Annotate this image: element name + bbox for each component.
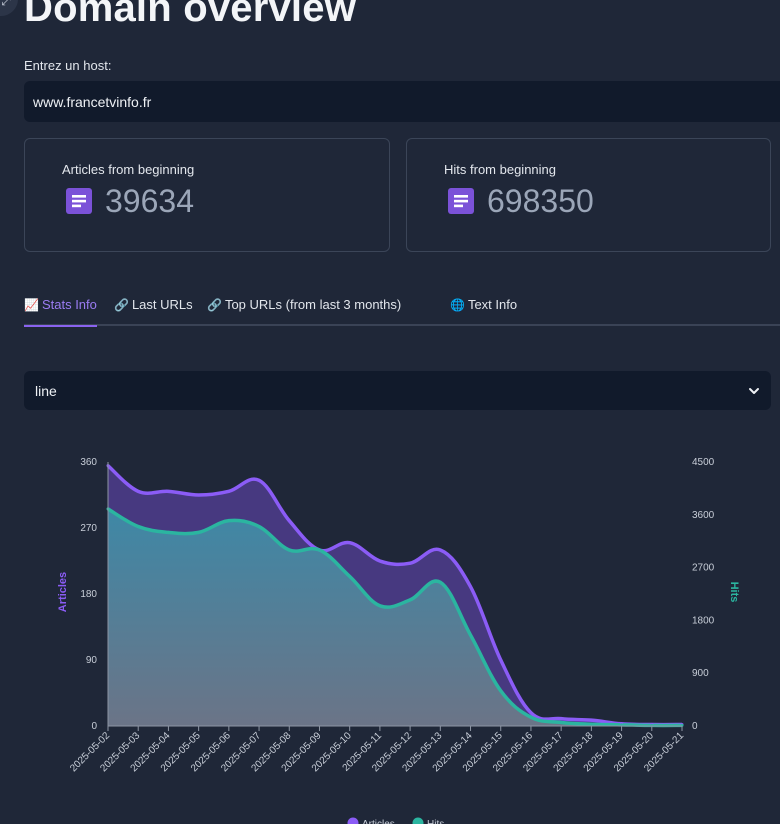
hits-point-2025-05-07 xyxy=(257,525,261,529)
legend-articles-label: Articles xyxy=(362,819,395,824)
right-tick-label: 1800 xyxy=(692,615,715,626)
right-tick-label: 2700 xyxy=(692,563,715,574)
articles-point-2025-05-12 xyxy=(408,561,412,565)
articles-point-2025-05-04 xyxy=(166,489,170,493)
hits-point-2025-05-06 xyxy=(227,519,231,523)
right-tick-label: 4500 xyxy=(692,457,715,468)
articles-point-2025-05-07 xyxy=(257,478,261,482)
hits-point-2025-05-18 xyxy=(589,722,593,726)
legend-hits-marker xyxy=(412,817,424,824)
chart-icon: 📈 xyxy=(24,298,39,312)
articles-point-2025-05-10 xyxy=(348,541,352,545)
tab-text-info[interactable]: 🌐 Text Info xyxy=(450,297,518,312)
articles-point-2025-05-15 xyxy=(499,658,503,662)
legend-hits-label: Hits xyxy=(427,819,444,824)
hits-point-2025-05-11 xyxy=(378,604,382,608)
articles-point-2025-05-13 xyxy=(438,548,442,552)
hits-point-2025-05-10 xyxy=(348,574,352,578)
tab-stats-info[interactable]: 📈 Stats Info xyxy=(24,297,97,327)
globe-icon: 🌐 xyxy=(450,298,465,312)
articles-point-2025-05-14 xyxy=(469,585,473,589)
right-tick-label: 3600 xyxy=(692,510,715,521)
hits-point-2025-05-04 xyxy=(166,530,170,534)
link-icon: 🔗 xyxy=(114,298,129,312)
hits-point-2025-05-15 xyxy=(499,689,503,693)
articles-point-2025-05-08 xyxy=(287,519,291,523)
host-input[interactable] xyxy=(24,81,780,122)
hits-point-2025-05-13 xyxy=(438,580,442,584)
document-icon xyxy=(66,188,92,214)
metric-value-articles: 39634 xyxy=(105,183,194,219)
hits-area xyxy=(108,508,682,726)
expand-corner-button[interactable]: ⤢ xyxy=(0,0,18,16)
metric-card-articles: Articles from beginning 39634 xyxy=(24,138,390,252)
articles-point-2025-05-17 xyxy=(559,717,563,721)
hits-point-2025-05-16 xyxy=(529,715,533,719)
link-icon: 🔗 xyxy=(207,298,222,312)
articles-line xyxy=(106,464,683,727)
metric-value-hits: 698350 xyxy=(487,183,594,219)
legend-articles-marker xyxy=(347,817,359,824)
articles-point-2025-05-18 xyxy=(589,718,593,722)
articles-point-2025-05-16 xyxy=(529,711,533,715)
tab-bar: 📈 Stats Info 🔗 Last URLs 🔗 Top URLs (from l… xyxy=(24,286,780,327)
hits-point-2025-05-09 xyxy=(317,548,321,552)
articles-point-2025-05-03 xyxy=(136,489,140,493)
chart-type-value: line xyxy=(35,382,57,399)
left-tick-label: 0 xyxy=(91,721,97,732)
hits-line xyxy=(107,507,683,728)
left-tick-label: 90 xyxy=(86,655,98,666)
host-input-label: Entrez un host: xyxy=(24,58,112,73)
hits-point-2025-05-05 xyxy=(197,530,201,534)
chevron-down-icon xyxy=(749,387,759,394)
articles-point-2025-05-06 xyxy=(227,489,231,493)
hits-point-2025-05-17 xyxy=(559,720,563,724)
articles-point-2025-05-11 xyxy=(378,559,382,563)
tab-last-urls[interactable]: 🔗 Last URLs xyxy=(114,297,193,312)
left-tick-label: 270 xyxy=(80,523,97,534)
hits-point-2025-05-03 xyxy=(136,525,140,529)
tab-top-urls[interactable]: 🔗 Top URLs (from last 3 months) xyxy=(207,297,402,312)
page-title: Domain overview xyxy=(24,0,357,30)
hits-point-2025-05-12 xyxy=(408,598,412,602)
hits-point-2025-05-08 xyxy=(287,548,291,552)
articles-point-2025-05-05 xyxy=(197,493,201,497)
left-tick-label: 180 xyxy=(80,589,97,600)
right-tick-label: 900 xyxy=(692,668,709,679)
hits-point-2025-05-14 xyxy=(469,633,473,637)
right-tick-label: 0 xyxy=(692,721,698,732)
left-axis-title: Articles xyxy=(57,572,69,612)
right-axis-title: Hits xyxy=(728,582,740,603)
metric-card-hits: Hits from beginning 698350 xyxy=(406,138,771,252)
metric-label: Articles from beginning xyxy=(62,162,195,177)
document-icon xyxy=(448,188,474,214)
stats-chart: 090180270360090018002700360045002025-05-… xyxy=(57,457,740,824)
chart-type-select[interactable]: line xyxy=(24,371,771,410)
metric-label: Hits from beginning xyxy=(444,162,556,177)
left-tick-label: 360 xyxy=(80,457,97,468)
